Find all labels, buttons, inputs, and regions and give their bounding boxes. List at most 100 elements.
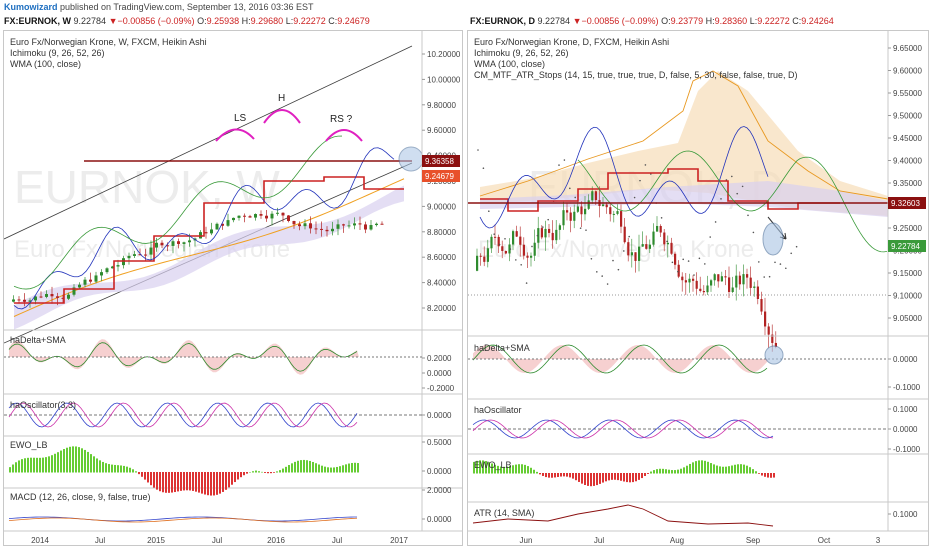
author-link[interactable]: Kumowizard (4, 2, 58, 12)
right-price-tag-resistance-bg (888, 197, 926, 209)
price-tick-label: 10.20000 (427, 50, 461, 59)
left-ewo-label[interactable]: EWO_LB (10, 440, 48, 450)
tenkan-line (479, 126, 769, 229)
right-time-axis[interactable]: Jun Jul Aug Sep Oct 3 (468, 530, 929, 545)
right-haoscillator-label[interactable]: haOscillator (474, 405, 522, 415)
ewo-bar (743, 464, 745, 474)
candle-body (648, 244, 651, 249)
atr-stop-dot (617, 268, 620, 271)
atr-stop-dot (639, 179, 641, 182)
ewo-bar (75, 446, 77, 473)
right-price-pane[interactable] (468, 70, 889, 352)
ewo-bar (761, 473, 763, 476)
candle-body (555, 229, 558, 241)
left-legend-ichimoku[interactable]: Ichimoku (9, 26, 52, 26) (10, 48, 105, 58)
candle-body (276, 212, 279, 214)
left-haoscillator-label[interactable]: haOscillator(3,3) (10, 400, 77, 410)
right-price-axis[interactable]: 9.65000 9.60000 9.55000 9.50000 9.45000 9.400… (887, 31, 926, 531)
ewo-bar (156, 472, 158, 490)
left-hadelta-label[interactable]: haDelta+SMA (10, 335, 66, 345)
kijun-line (14, 176, 404, 304)
ewo-bar (644, 473, 646, 476)
right-legend-series[interactable]: Euro Fx/Norwegian Krone, D, FXCM, Heikin… (474, 37, 670, 47)
ewo-bar (605, 473, 607, 482)
candle-body (548, 228, 551, 233)
candle-body (645, 244, 648, 249)
publish-info: Kumowizard published on TradingView.com,… (0, 0, 932, 14)
time-tick-label: Jul (95, 536, 105, 545)
ewo-bar (707, 461, 709, 474)
right-symbol[interactable]: FX:EURNOK, D (470, 16, 535, 26)
right-legend-wma[interactable]: WMA (100, close) (474, 59, 546, 69)
price-tick-label: 9.60000 (893, 67, 922, 76)
candle-body (94, 275, 98, 282)
ewo-bar (773, 473, 775, 478)
ewo-bar (713, 464, 715, 474)
ewo-bar (147, 472, 149, 483)
left-legend-wma[interactable]: WMA (100, close) (10, 59, 82, 69)
ind-tick-label: -0.1000 (893, 445, 921, 454)
ewo-bar (653, 470, 655, 474)
ewo-bar (578, 473, 580, 482)
right-hadelta-label[interactable]: haDelta+SMA (474, 343, 530, 353)
ewo-bar (635, 473, 637, 482)
cloud-bullish (480, 181, 888, 217)
right-chart-svg[interactable]: EURNOK, D Euro Fx/Norwegian Krone 9.6500… (468, 31, 929, 546)
left-symbol[interactable]: FX:EURNOK, W (4, 16, 71, 26)
ind-tick-label: 0.5000 (427, 438, 452, 447)
atr-line (472, 504, 774, 527)
left-price-axis[interactable]: 10.2000010.000009.800009.600009.400009.2… (421, 31, 461, 531)
ewo-bar (620, 473, 622, 481)
atr-stop-dot (747, 214, 749, 217)
right-legend-atr-stops[interactable]: CM_MTF_ATR_Stops (14, 15, true, true, tr… (474, 70, 798, 80)
ewo-bar (219, 472, 221, 494)
ewo-bar (527, 466, 529, 474)
atr-stop-dot (666, 240, 668, 243)
atr-stop-dot (520, 263, 522, 266)
ewo-bar (165, 472, 167, 493)
right-chart[interactable]: EURNOK, D Euro Fx/Norwegian Krone 9.6500… (467, 30, 929, 546)
left-macd-label[interactable]: MACD (12, 26, close, 9, false, true) (10, 492, 151, 502)
ewo-bar (189, 472, 191, 491)
time-tick-label: Oct (818, 536, 831, 545)
ewo-bar (342, 465, 344, 473)
right-legend-ichimoku[interactable]: Ichimoku (9, 26, 52, 26) (474, 48, 569, 58)
candle-body (728, 277, 731, 292)
ewo-bar (764, 473, 766, 477)
left-chart[interactable]: EURNOK, W Euro Fx/Norwegian Krone LS H R… (3, 30, 463, 546)
time-tick-label: 2014 (31, 536, 49, 545)
candle-body (706, 285, 709, 293)
ewo-bar (201, 472, 203, 494)
ewo-bar (105, 463, 107, 473)
ewo-bar (608, 473, 610, 481)
candle-body (602, 204, 605, 206)
ewo-bar (506, 466, 508, 474)
candle-body (12, 299, 15, 302)
right-atr-label[interactable]: ATR (14, SMA) (474, 508, 535, 518)
left-chart-svg[interactable]: EURNOK, W Euro Fx/Norwegian Krone LS H R… (4, 31, 463, 546)
candle-body (677, 264, 680, 277)
price-tick-label: 10.00000 (427, 75, 461, 84)
atr-stop-dot (569, 187, 571, 190)
left-legend-series[interactable]: Euro Fx/Norwegian Krone, W, FXCM, Heikin… (10, 37, 207, 47)
ewo-bar (177, 472, 179, 492)
ewo-bar (545, 473, 547, 478)
right-indicators: 0.0000 -0.1000 0.1000 0.0000 -0.1000 0.1000 (468, 335, 928, 527)
candle-body (56, 296, 59, 298)
ewo-bar (701, 460, 703, 474)
ewo-bar (575, 473, 577, 481)
candle-body (530, 255, 533, 258)
atr-stop-dot (585, 229, 587, 231)
ewo-bar (111, 464, 113, 473)
ind-tick-label: 0.0000 (427, 411, 452, 420)
atr-stop-dot (590, 257, 593, 260)
candle-body (303, 223, 307, 227)
ewo-bar (476, 460, 478, 474)
candle-body (767, 326, 770, 335)
candle-body (533, 242, 536, 256)
left-price-pane[interactable] (4, 45, 424, 344)
left-time-axis[interactable]: 2014 Jul 2015 Jul 2016 Jul 2017 (4, 530, 463, 545)
ewo-bar (692, 462, 694, 474)
right-ewo-label[interactable]: EWO_LB (474, 460, 512, 470)
ewo-bar (210, 472, 212, 496)
